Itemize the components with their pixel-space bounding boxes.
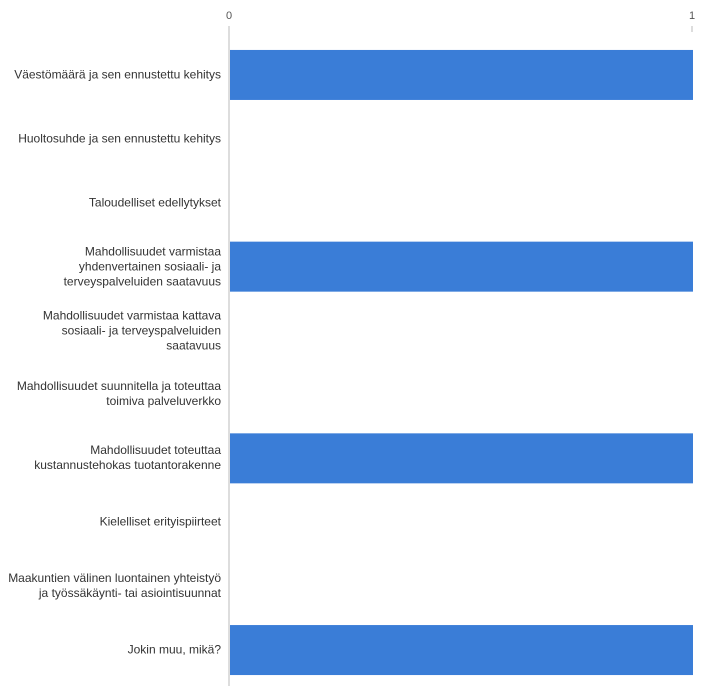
x-tick-label: 1: [689, 10, 695, 22]
y-tick-label: Huoltosuhde ja sen ennustettu kehitys: [18, 131, 221, 146]
bar: [230, 433, 693, 484]
y-tick-label: Mahdollisuudet toteuttaa kustannustehoka…: [34, 443, 221, 473]
y-tick-label: Taloudelliset edellytykset: [88, 195, 221, 210]
bar: [230, 49, 693, 100]
y-tick-label: Kielelliset erityispiirteet: [99, 514, 221, 529]
x-tick-label: 0: [226, 10, 232, 22]
y-tick-label: Mahdollisuudet varmistaa yhdenvertainen …: [63, 244, 221, 289]
y-tick-label: Mahdollisuudet suunnitella ja toteuttaa …: [16, 379, 221, 409]
y-tick-label: Väestömäärä ja sen ennustettu kehitys: [14, 67, 221, 82]
y-tick-label: Jokin muu, mikä?: [127, 642, 221, 657]
bar: [230, 241, 693, 292]
y-tick-label: Maakuntien välinen luontainen yhteistyö …: [8, 571, 221, 601]
bar: [230, 625, 693, 676]
y-tick-label: Mahdollisuudet varmistaa kattava sosiaal…: [42, 308, 221, 353]
